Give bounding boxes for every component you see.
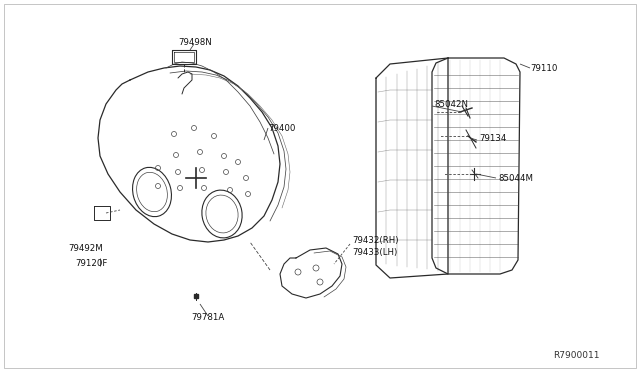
Text: 79134: 79134	[479, 134, 506, 142]
Text: 85042N: 85042N	[434, 99, 468, 109]
Text: 79498N: 79498N	[178, 38, 212, 46]
Text: 79433(LH): 79433(LH)	[352, 247, 397, 257]
Text: 79492M: 79492M	[68, 244, 103, 253]
Text: 79400: 79400	[268, 124, 296, 132]
Text: R7900011: R7900011	[554, 352, 600, 360]
Text: 79120F: 79120F	[75, 260, 108, 269]
Text: 79781A: 79781A	[191, 314, 225, 323]
Text: 85044M: 85044M	[498, 173, 533, 183]
Text: 79110: 79110	[530, 64, 557, 73]
Text: 79432(RH): 79432(RH)	[352, 235, 399, 244]
